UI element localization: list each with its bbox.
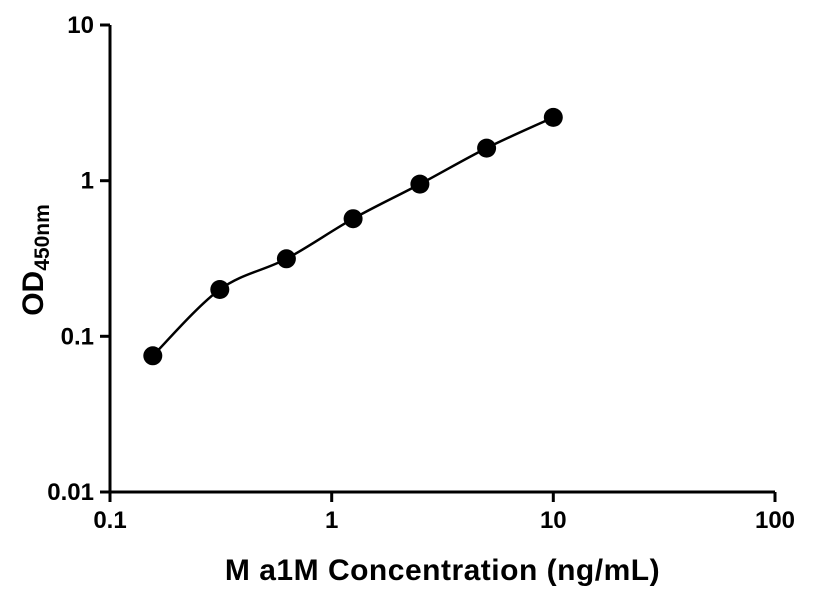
data-point-marker	[410, 174, 430, 194]
data-point-marker	[343, 209, 363, 229]
y-axis-title-main: OD	[17, 270, 50, 316]
x-tick-label: 10	[540, 507, 567, 534]
x-tick-label: 0.1	[93, 507, 126, 534]
y-tick-label: 0.1	[61, 323, 94, 350]
x-axis-title: M a1M Concentration (ng/mL)	[224, 554, 661, 587]
y-axis-title-subscript: 450nm	[31, 204, 54, 271]
y-tick-label: 10	[67, 12, 94, 39]
data-point-marker	[210, 280, 230, 299]
y-axis-title: OD450nm	[17, 204, 55, 316]
data-point-marker	[477, 138, 497, 158]
axis-lines	[108, 25, 775, 494]
data-point-marker	[543, 107, 563, 127]
y-tick-label: 1	[81, 168, 94, 195]
y-tick-label: 0.01	[47, 479, 94, 506]
data-point-marker	[276, 249, 296, 269]
data-point-marker	[143, 346, 163, 366]
x-tick-label: 1	[325, 507, 338, 534]
x-tick-label: 100	[755, 507, 795, 534]
